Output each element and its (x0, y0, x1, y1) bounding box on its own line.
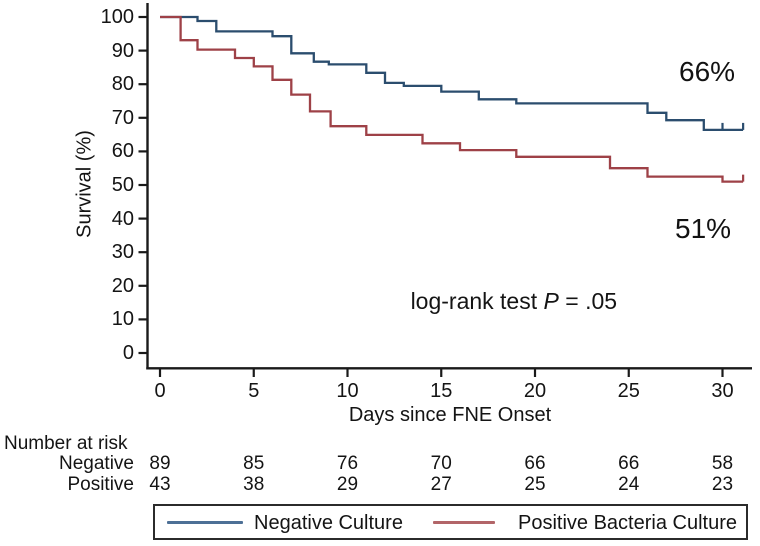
y-axis-ticks (138, 15, 147, 355)
y-tick-label: 80 (111, 73, 134, 96)
y-tick-label: 70 (111, 106, 134, 129)
risk-row-label-positive: Positive (67, 474, 134, 495)
y-tick-label: 10 (111, 308, 134, 331)
positive-culture-curve (160, 15, 744, 183)
legend-box: Negative Culture Positive Bacteria Cultu… (153, 504, 748, 540)
risk-count: 66 (524, 453, 546, 474)
risk-count: 23 (711, 474, 734, 495)
y-tick-label: 40 (111, 207, 134, 230)
risk-count: 29 (336, 474, 359, 495)
x-tick-label: 25 (617, 380, 640, 402)
red-endpoint-label: 51% (675, 213, 732, 244)
y-tick-label: 100 (100, 6, 134, 28)
risk-row-label-negative: Negative (59, 453, 134, 474)
risk-count: 66 (618, 453, 640, 474)
y-tick-label: 0 (122, 342, 134, 364)
x-tick-label: 0 (154, 380, 166, 402)
negative-culture-curve (160, 15, 744, 132)
x-axis-title: Days since FNE Onset (348, 404, 552, 426)
risk-count: 24 (618, 474, 640, 495)
log-rank-annotation-p: P (543, 288, 559, 314)
risk-count: 85 (243, 453, 265, 474)
x-tick-label: 30 (711, 380, 734, 402)
y-tick-label: 50 (111, 174, 134, 196)
risk-count: 58 (711, 453, 734, 474)
y-tick-label: 60 (111, 140, 134, 163)
y-tick-label: 20 (111, 274, 134, 297)
y-tick-label: 90 (111, 39, 134, 62)
risk-table-title: Number at risk (4, 433, 128, 454)
risk-count: 25 (524, 474, 546, 495)
log-rank-annotation-prefix: log-rank test (410, 288, 544, 314)
blue-endpoint-label: 66% (679, 56, 736, 87)
negative-culture-legend-line (167, 521, 243, 524)
log-rank-annotation: log-rank test P = .05 (385, 261, 617, 342)
x-tick-label: 15 (430, 380, 453, 402)
x-tick-label: 10 (336, 380, 359, 402)
positive-culture-legend-line (433, 521, 495, 524)
risk-count: 89 (149, 453, 171, 474)
risk-count: 70 (430, 453, 452, 474)
positive-culture-legend-label: Positive Bacteria Culture (518, 512, 737, 534)
risk-count: 76 (336, 453, 359, 474)
x-tick-label: 20 (523, 380, 547, 402)
x-tick-label: 5 (248, 380, 260, 402)
risk-count: 38 (243, 474, 265, 495)
log-rank-annotation-value: = .05 (558, 288, 618, 314)
risk-count: 27 (430, 474, 452, 495)
negative-culture-legend-label: Negative Culture (254, 512, 403, 534)
x-axis-ticks (158, 369, 724, 377)
y-tick-label: 30 (111, 241, 134, 264)
risk-count: 43 (149, 474, 171, 495)
survival-curves (160, 15, 745, 183)
